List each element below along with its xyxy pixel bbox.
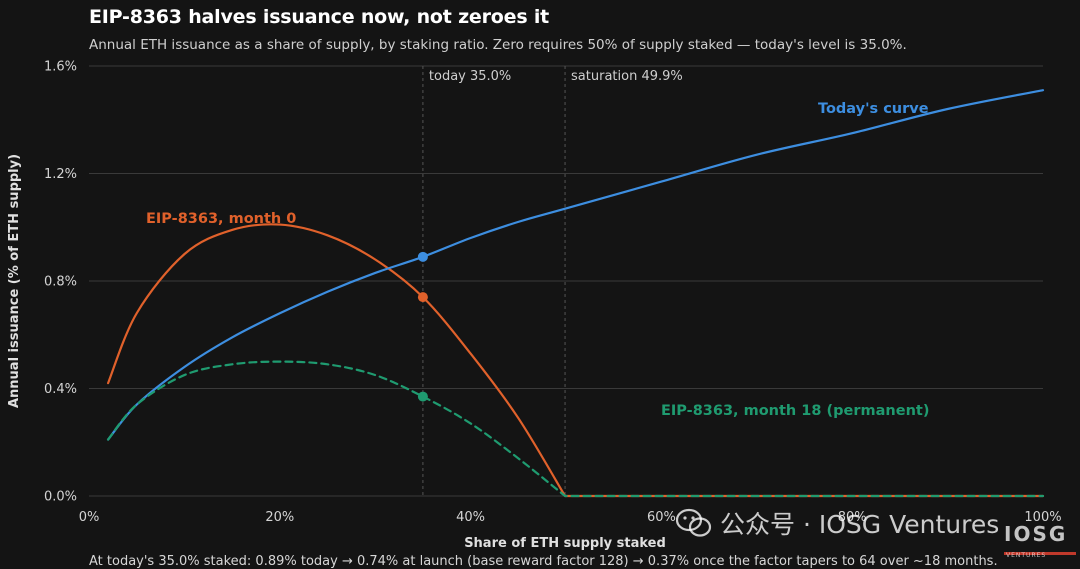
series-markers bbox=[417, 251, 428, 402]
watermark-text: 公众号 · IOSG Ventures bbox=[720, 510, 1000, 539]
chart-subtitle: Annual ETH issuance as a share of supply… bbox=[89, 37, 907, 53]
series-label: Today's curve bbox=[818, 101, 929, 117]
x-axis-label: Share of ETH supply staked bbox=[464, 536, 666, 551]
chart-footnote: At today's 35.0% staked: 0.89% today → 0… bbox=[89, 554, 998, 569]
y-tick-label: 1.2% bbox=[44, 167, 77, 182]
tick-labels: 0.0% 0.4% 0.8% 1.2% 1.6% 0% 20% 40% 60% 80% 100% bbox=[44, 60, 1062, 526]
y-tick-label: 0.0% bbox=[44, 490, 77, 505]
x-tick-label: 80% bbox=[838, 510, 867, 525]
x-tick-label: 40% bbox=[456, 510, 485, 525]
series-marker bbox=[417, 251, 428, 262]
series-marker bbox=[417, 292, 428, 303]
watermark-logo-text: IOSG bbox=[1004, 522, 1068, 546]
y-axis-label: Annual issuance (% of ETH supply) bbox=[7, 154, 22, 408]
y-tick-label: 1.6% bbox=[44, 60, 77, 75]
wechat-icon bbox=[676, 508, 712, 537]
watermark-logo: IOSG VENTURES bbox=[1004, 522, 1076, 559]
series-label: EIP-8363, month 18 (permanent) bbox=[661, 403, 929, 419]
x-tick-label: 60% bbox=[647, 510, 676, 525]
watermark-logo-subtext: VENTURES bbox=[1006, 552, 1047, 559]
series-lines bbox=[106, 89, 1045, 498]
reference-line-label: today 35.0% bbox=[429, 69, 511, 84]
reference-lines: today 35.0% saturation 49.9% bbox=[422, 66, 683, 496]
y-tick-label: 0.4% bbox=[44, 382, 77, 397]
series-labels: Today's curve EIP-8363, month 0 EIP-8363, … bbox=[146, 101, 929, 419]
chart-title: EIP-8363 halves issuance now, not zeroes… bbox=[89, 6, 550, 28]
x-tick-label: 0% bbox=[79, 510, 100, 525]
series-label: EIP-8363, month 0 bbox=[146, 211, 296, 227]
watermark: 公众号 · IOSG Ventures bbox=[676, 505, 999, 541]
grid bbox=[89, 65, 1043, 497]
y-tick-label: 0.8% bbox=[44, 275, 77, 290]
series-line bbox=[106, 223, 1045, 498]
reference-line-label: saturation 49.9% bbox=[571, 69, 683, 84]
series-line bbox=[106, 360, 1045, 498]
x-tick-label: 20% bbox=[265, 510, 294, 525]
series-line bbox=[106, 89, 1045, 441]
x-tick-label: 100% bbox=[1024, 510, 1061, 525]
series-marker bbox=[417, 391, 428, 402]
